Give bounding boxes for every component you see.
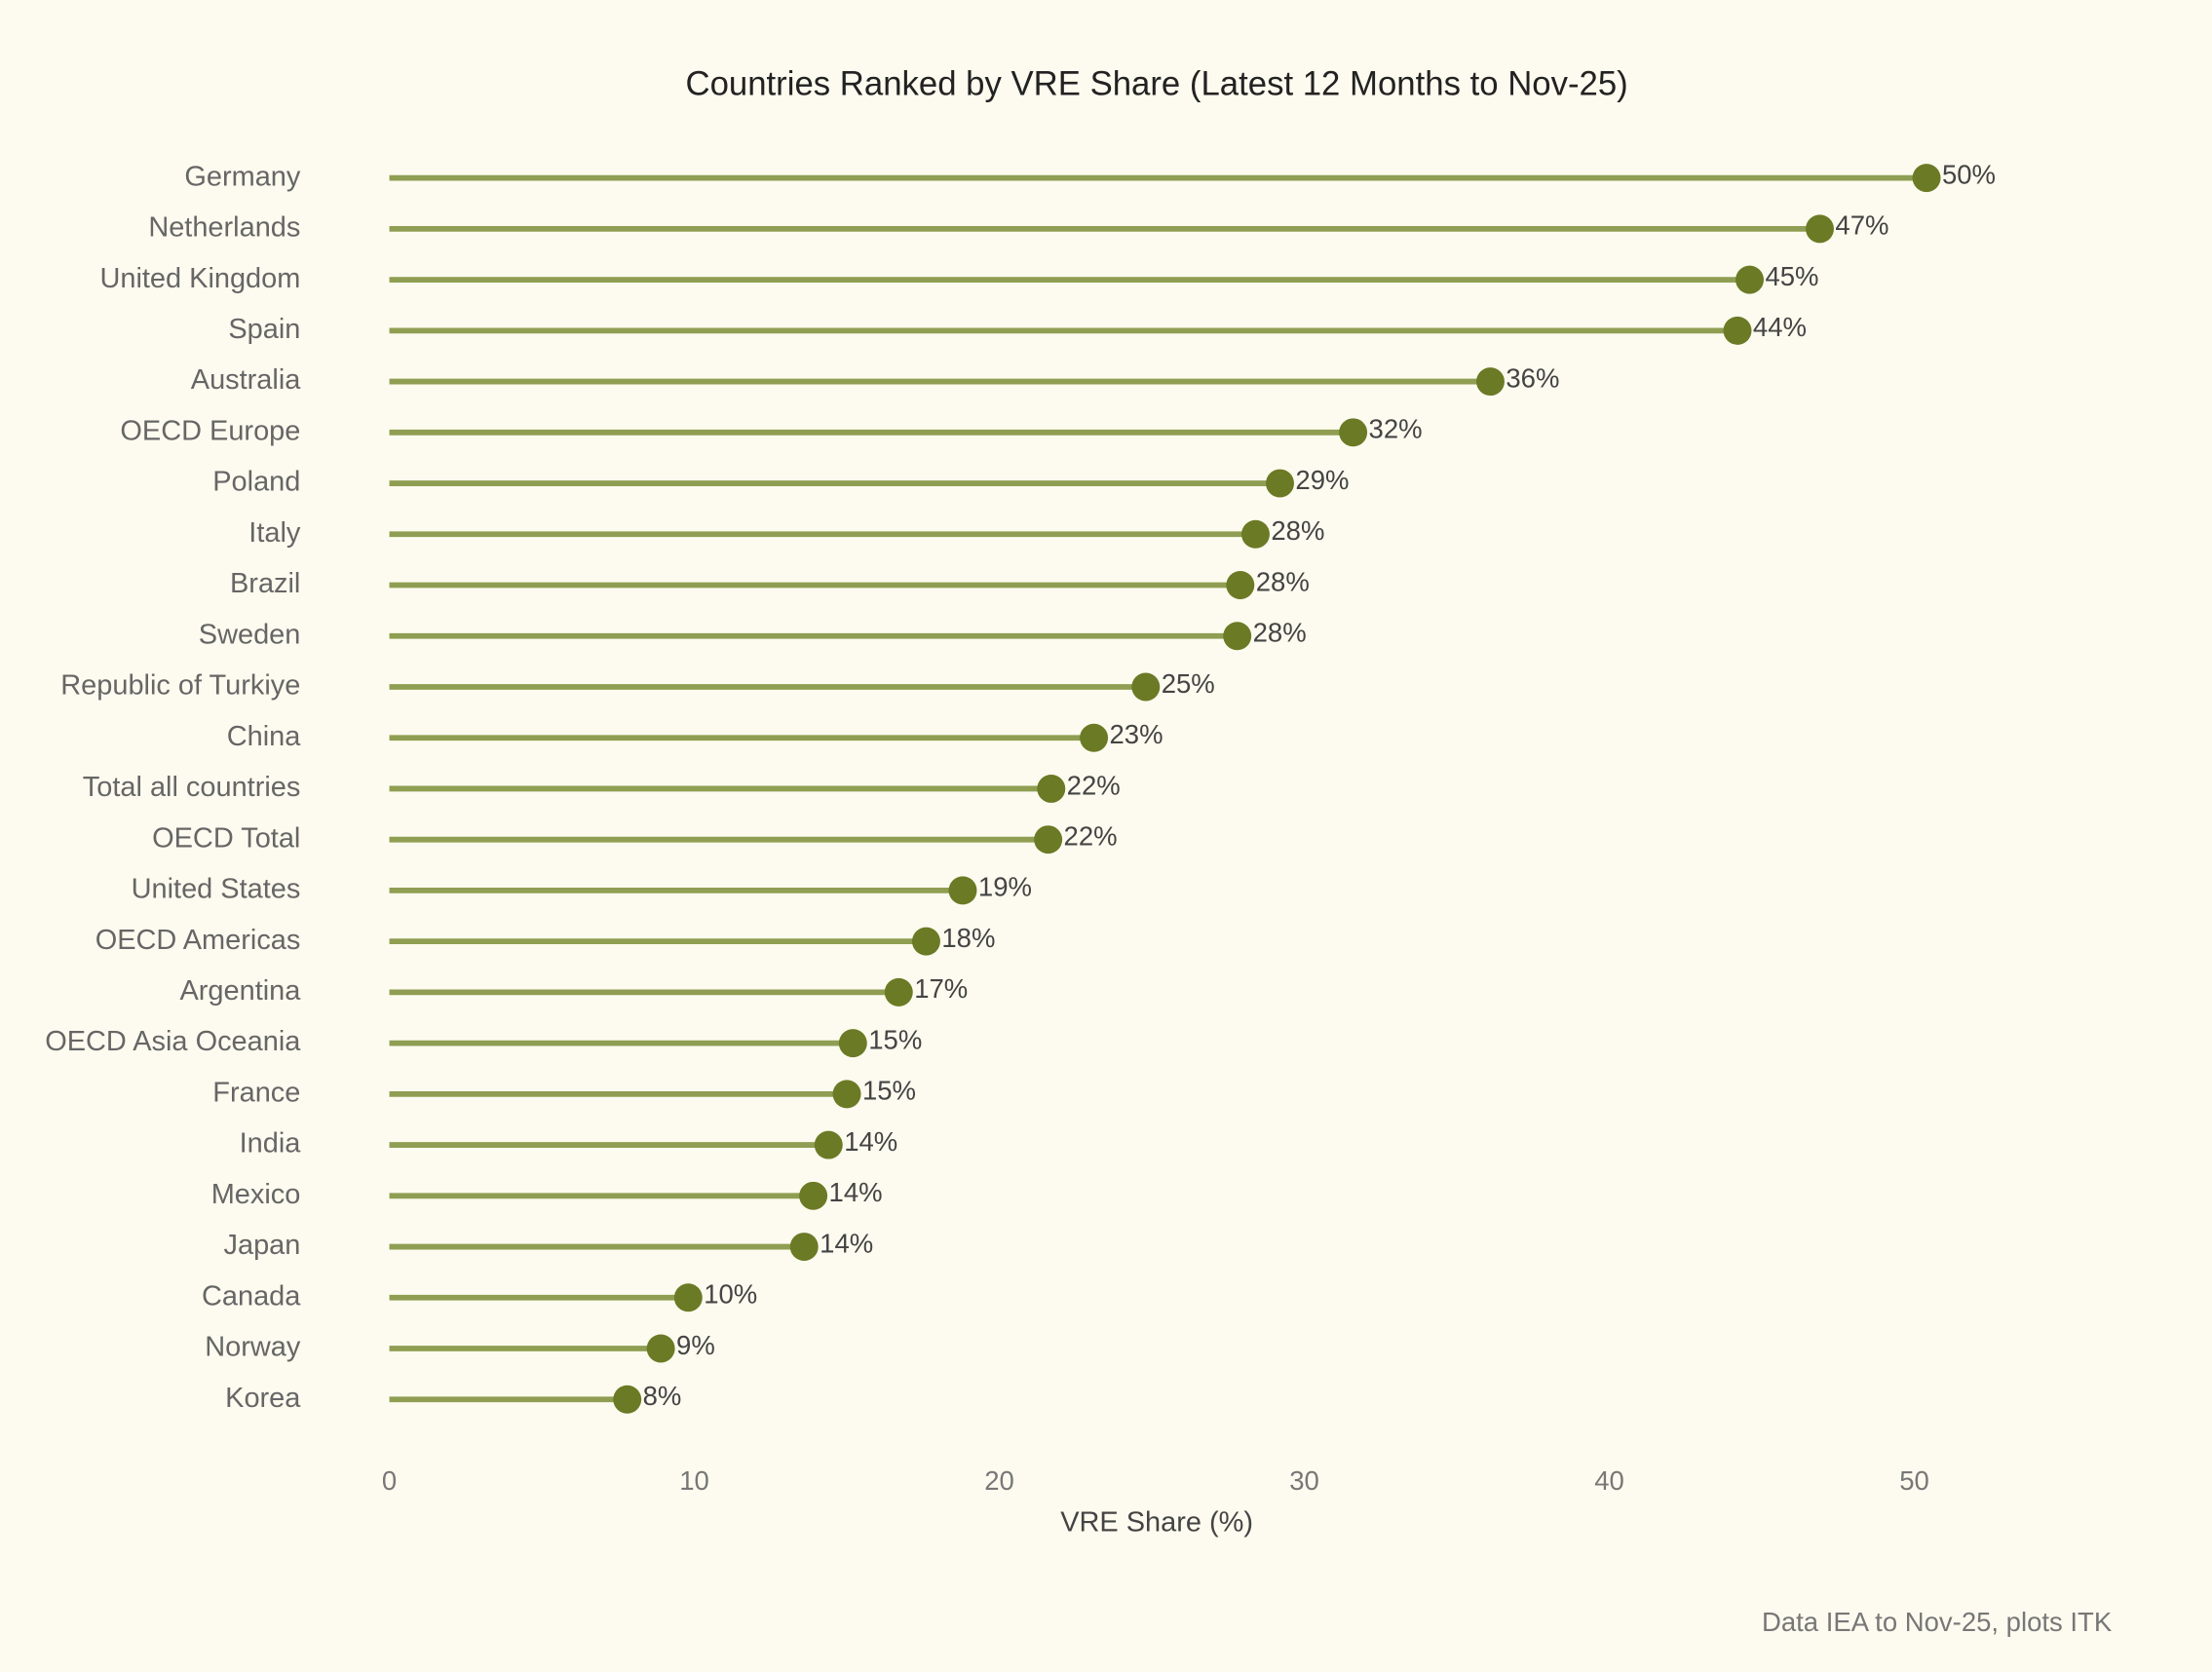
- source-note: Data IEA to Nov-25, plots ITK: [1762, 1607, 2113, 1637]
- value-label: 28%: [1256, 566, 1310, 596]
- value-label: 14%: [844, 1126, 897, 1157]
- value-label: 22%: [1064, 820, 1118, 851]
- dot: [948, 876, 977, 905]
- y-tick-label: United Kingdom: [99, 263, 300, 294]
- value-label: 15%: [862, 1076, 916, 1106]
- y-tick-label: Germany: [184, 161, 301, 192]
- y-tick-label: Republic of Turkiye: [60, 670, 300, 702]
- value-label: 18%: [941, 923, 995, 953]
- dot: [673, 1283, 703, 1312]
- x-tick-label: 40: [1594, 1465, 1624, 1496]
- y-tick-label: Total all countries: [83, 772, 301, 803]
- value-label: 14%: [829, 1177, 883, 1207]
- y-tick-label: France: [212, 1077, 300, 1108]
- y-tick-label: Australia: [191, 364, 301, 396]
- dot: [613, 1385, 642, 1414]
- value-label: 28%: [1271, 515, 1324, 546]
- dot: [832, 1080, 861, 1109]
- y-tick-label: Canada: [202, 1280, 301, 1311]
- dot: [1266, 469, 1294, 498]
- value-label: 50%: [1942, 159, 1996, 189]
- dot: [1806, 214, 1834, 244]
- value-label: 23%: [1110, 719, 1163, 749]
- dot: [814, 1130, 843, 1159]
- value-label: 32%: [1369, 414, 1423, 444]
- dot: [1723, 316, 1752, 345]
- y-tick-label: India: [240, 1128, 302, 1159]
- dot: [799, 1181, 828, 1210]
- x-tick-label: 20: [984, 1465, 1014, 1496]
- y-tick-label: Japan: [224, 1230, 301, 1261]
- dot: [789, 1233, 819, 1262]
- value-label: 9%: [676, 1330, 715, 1360]
- y-tick-label: Norway: [205, 1332, 301, 1363]
- dot: [1735, 265, 1764, 294]
- value-label: 45%: [1765, 261, 1818, 291]
- dot: [1339, 418, 1368, 447]
- y-tick-label: Poland: [212, 467, 300, 498]
- dot: [911, 927, 940, 956]
- value-label: 44%: [1753, 312, 1807, 342]
- y-tick-label: OECD Asia Oceania: [45, 1026, 301, 1057]
- value-label: 28%: [1253, 618, 1307, 648]
- y-tick-label: Spain: [228, 314, 300, 345]
- value-label: 22%: [1067, 770, 1121, 800]
- y-tick-label: Korea: [225, 1383, 301, 1414]
- dot: [1226, 571, 1255, 599]
- value-label: 17%: [914, 973, 968, 1004]
- y-tick-label: China: [227, 721, 302, 752]
- x-tick-label: 10: [679, 1465, 709, 1496]
- y-tick-label: OECD Europe: [120, 415, 300, 446]
- dot: [1037, 774, 1066, 803]
- y-tick-label: OECD Total: [152, 822, 300, 854]
- value-label: 15%: [868, 1024, 922, 1054]
- value-label: 10%: [704, 1279, 757, 1310]
- dot: [1475, 367, 1505, 397]
- dot: [646, 1334, 675, 1363]
- dot: [1240, 519, 1270, 549]
- dot: [1080, 723, 1109, 752]
- y-tick-label: Italy: [248, 517, 301, 549]
- y-tick-label: United States: [132, 874, 301, 905]
- y-tick-label: OECD Americas: [95, 925, 301, 956]
- x-tick-label: 0: [382, 1465, 397, 1496]
- x-tick-label: 30: [1289, 1465, 1319, 1496]
- value-label: 19%: [978, 872, 1032, 902]
- value-label: 25%: [1162, 668, 1215, 699]
- value-label: 14%: [820, 1228, 873, 1258]
- value-label: 8%: [643, 1381, 682, 1411]
- chart-title: Countries Ranked by VRE Share (Latest 12…: [685, 66, 1627, 103]
- x-tick-label: 50: [1899, 1465, 1929, 1496]
- dot: [884, 977, 913, 1007]
- x-axis-title: VRE Share (%): [1060, 1506, 1253, 1538]
- dot: [1131, 672, 1161, 702]
- y-tick-label: Netherlands: [148, 212, 300, 244]
- y-tick-label: Argentina: [179, 975, 301, 1007]
- dot: [1223, 622, 1252, 651]
- y-tick-label: Brazil: [230, 568, 300, 599]
- value-label: 36%: [1506, 362, 1559, 393]
- dot: [838, 1029, 867, 1058]
- value-label: 47%: [1835, 210, 1888, 241]
- dot: [1912, 164, 1941, 193]
- value-label: 29%: [1295, 465, 1349, 495]
- dot: [1034, 825, 1063, 855]
- y-tick-label: Mexico: [211, 1179, 301, 1210]
- y-tick-label: Sweden: [199, 619, 301, 650]
